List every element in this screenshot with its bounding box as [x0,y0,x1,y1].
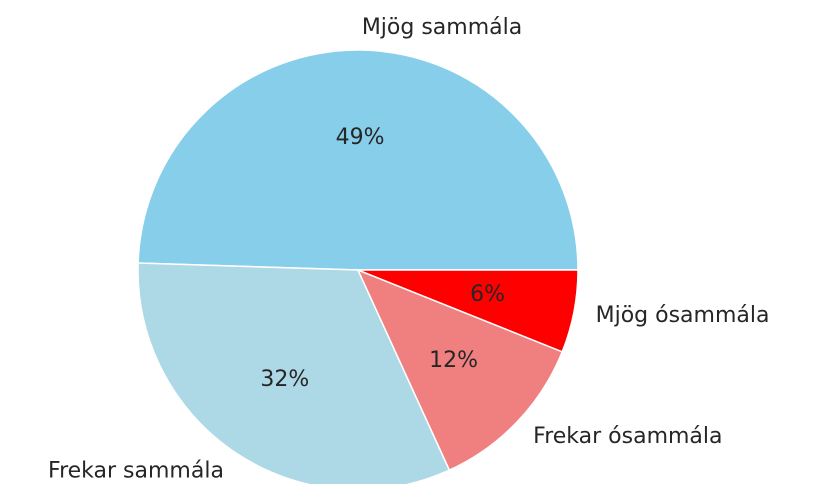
percent-label: 49% [336,125,385,150]
slice-label: Frekar sammála [48,458,224,483]
slice-label: Mjög sammála [362,15,522,40]
percent-label: 6% [470,282,505,307]
percent-label: 32% [260,367,309,392]
slice-label: Frekar ósammála [533,424,722,449]
pie-slice [137,49,579,271]
pie-slice [356,268,564,472]
pie-slice [137,262,451,484]
pie-slice [357,269,579,353]
percent-label: 12% [429,348,478,373]
slice-label: Mjög ósammála [596,303,770,328]
